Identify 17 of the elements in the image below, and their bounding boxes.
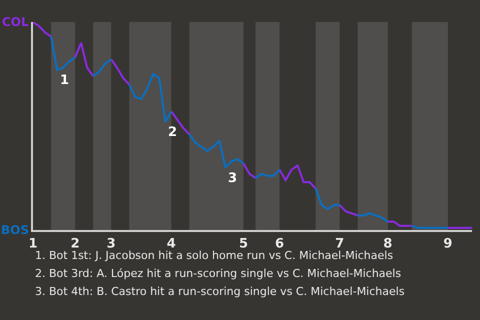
text: COL [2,15,30,29]
x-tick-label: 8 [383,236,392,252]
text: 3. Bot 4th: B. Castro hit a run-scoring single vs C. Michael-Michaels [35,285,405,298]
annotation: 3 [228,171,238,186]
x-tick-label: 6 [275,236,284,252]
text: BOS [1,223,29,237]
x-tick-label: 4 [166,236,176,252]
annotation: 2 [168,125,178,140]
annotation: 1 [60,73,70,88]
x-tick-label: 1 [28,236,38,252]
x-tick-label: 5 [238,236,248,252]
x-tick-label: 2 [70,236,80,252]
text: 1. Bot 1st: J. Jacobson hit a solo home run vs C. Michael-Michaels [35,249,394,262]
x-tick-label: 9 [443,236,452,252]
x-tick-label: 3 [106,236,116,252]
x-tick-label: 7 [335,236,344,252]
text: 2. Bot 3rd: A. López hit a run-scoring single vs C. Michael-Michaels [35,267,402,280]
